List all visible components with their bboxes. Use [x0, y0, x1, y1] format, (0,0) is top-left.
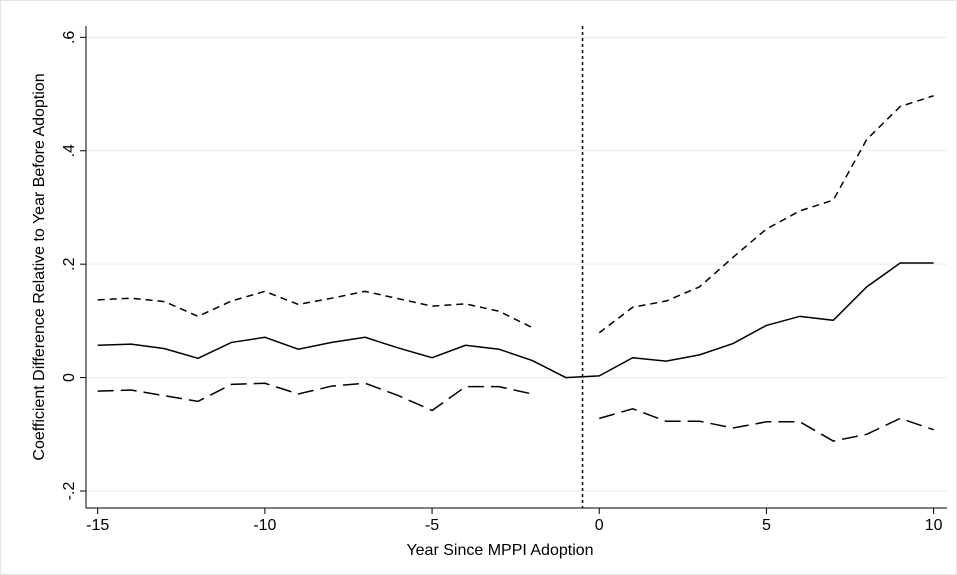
y-tick-label: .2 [61, 257, 78, 270]
x-tick-label: -5 [425, 517, 439, 534]
series-line [97, 95, 934, 334]
y-axis-label: Coefficient Difference Relative to Year … [31, 73, 48, 460]
x-tick-label: 10 [925, 517, 943, 534]
x-tick-label: -15 [86, 517, 109, 534]
y-tick-label: .4 [61, 144, 78, 157]
x-tick-label: 5 [762, 517, 771, 534]
x-tick-label: 0 [595, 517, 604, 534]
y-tick-label: .6 [61, 31, 78, 44]
y-tick-label: 0 [61, 373, 78, 382]
x-axis-label: Year Since MPPI Adoption [406, 542, 593, 559]
series-line [97, 382, 934, 442]
series-line [97, 262, 934, 379]
y-tick-label: -.2 [61, 482, 78, 501]
x-tick-label: -10 [253, 517, 276, 534]
